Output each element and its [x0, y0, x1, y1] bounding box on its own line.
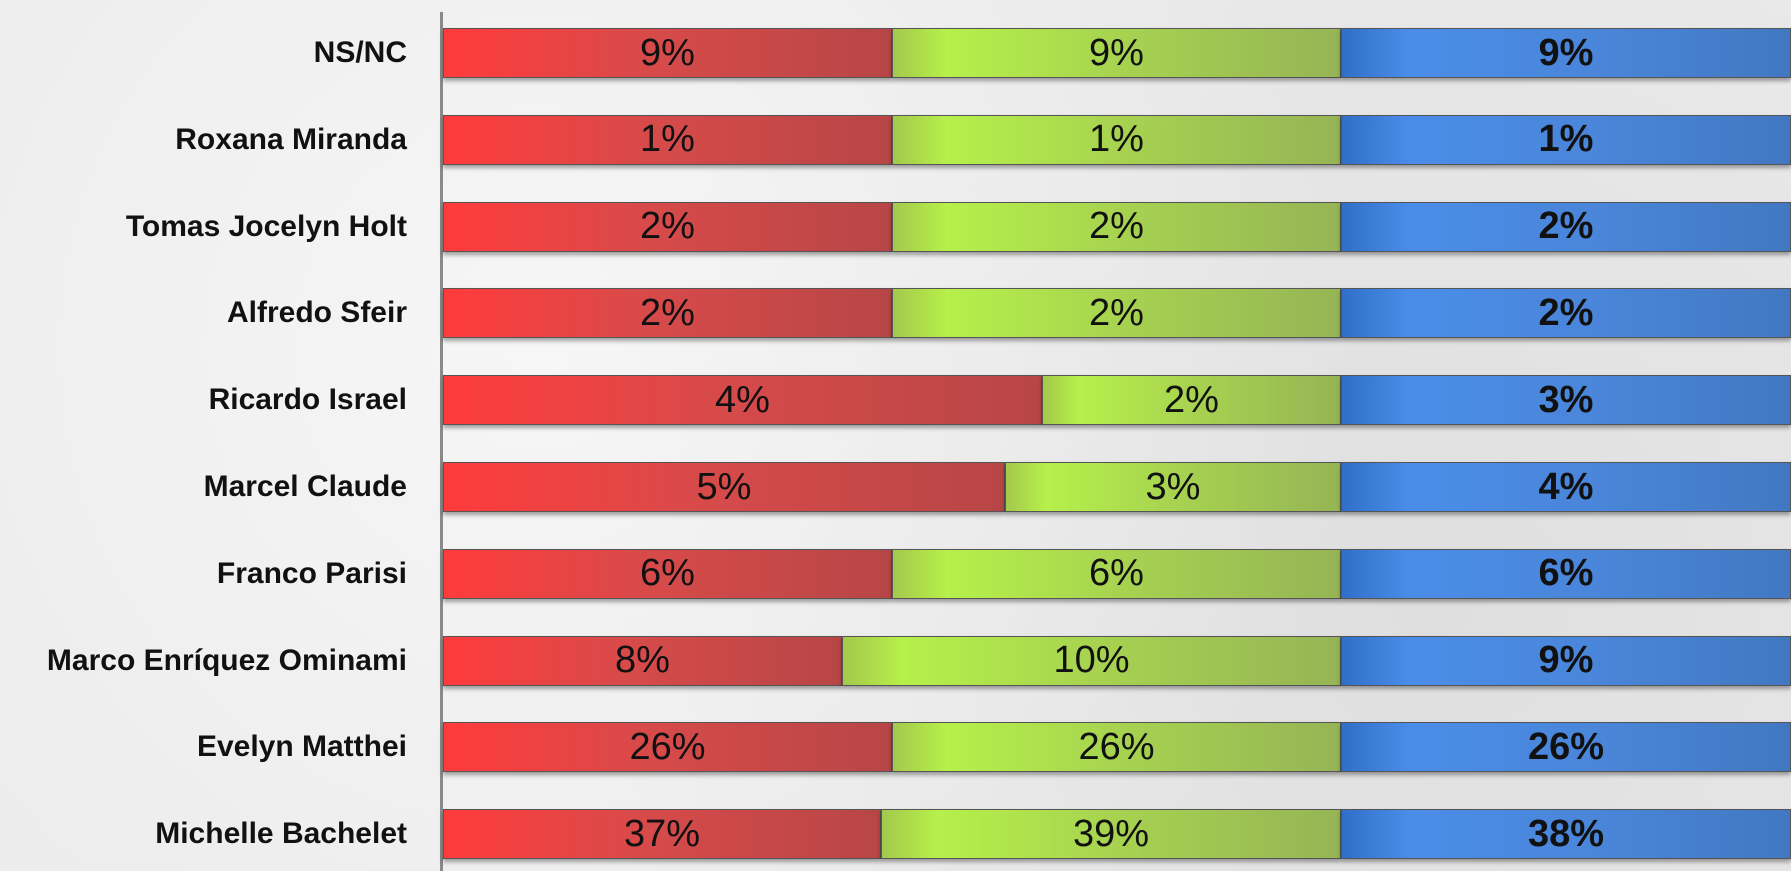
- category-axis-line: [440, 12, 443, 871]
- data-label: 2%: [1538, 205, 1594, 248]
- data-label: 26%: [629, 725, 706, 768]
- bar-segment: 2%: [1341, 201, 1791, 252]
- data-label: 2%: [640, 205, 695, 248]
- data-label: 26%: [1527, 725, 1605, 768]
- data-label: 26%: [1078, 725, 1155, 768]
- data-label: 4%: [1538, 465, 1594, 508]
- bar-segment: 4%: [1341, 462, 1791, 512]
- bar-segment: 9%: [1341, 635, 1791, 686]
- data-label: 3%: [1145, 465, 1201, 508]
- bar-segment: 6%: [443, 548, 892, 599]
- data-label: 2%: [1089, 205, 1144, 248]
- bar-segment: 6%: [892, 548, 1341, 599]
- category-label: Michelle Bachelet: [155, 817, 407, 851]
- data-label: 1%: [640, 118, 695, 161]
- bar-segment: 2%: [443, 201, 892, 252]
- bar-segment: 2%: [892, 201, 1341, 252]
- bar-segment: 9%: [443, 28, 892, 78]
- category-label: Roxana Miranda: [175, 122, 407, 156]
- bar-segment: 26%: [892, 722, 1341, 773]
- category-label: NS/NC: [313, 36, 407, 69]
- category-label: Franco Parisi: [216, 556, 407, 590]
- data-label: 9%: [1538, 639, 1594, 682]
- data-label: 8%: [615, 639, 670, 682]
- bar-segment: 1%: [892, 114, 1341, 165]
- category-label: Marcel Claude: [203, 470, 407, 503]
- bar-segment: 9%: [1341, 28, 1791, 78]
- bar-segment: 26%: [1341, 722, 1791, 773]
- data-label: 37%: [623, 812, 701, 855]
- bar-segment: 38%: [1341, 809, 1791, 860]
- data-label: 39%: [1072, 812, 1150, 855]
- data-label: 4%: [715, 378, 770, 421]
- bar-segment: 10%: [842, 635, 1341, 686]
- data-label: 6%: [640, 552, 695, 595]
- bar-segment: 2%: [1042, 375, 1341, 426]
- data-label: 9%: [1538, 31, 1594, 74]
- category-label: Ricardo Israel: [208, 383, 407, 417]
- bar-segment: 9%: [892, 28, 1341, 78]
- data-label: 6%: [1538, 552, 1594, 595]
- data-label: 1%: [1538, 118, 1594, 161]
- bar-segment: 3%: [1005, 462, 1341, 512]
- bar-segment: 8%: [443, 635, 842, 686]
- data-label: 9%: [640, 31, 695, 74]
- bar-segment: 2%: [892, 288, 1341, 339]
- category-label: Marco Enríquez Ominami: [46, 643, 407, 677]
- data-label: 2%: [1089, 291, 1144, 334]
- bar-segment: 3%: [1341, 375, 1791, 426]
- bar-segment: 1%: [1341, 114, 1791, 165]
- bar-segment: 1%: [443, 114, 892, 165]
- category-label: Tomas Jocelyn Holt: [125, 209, 407, 243]
- data-label: 2%: [1164, 378, 1219, 421]
- bar-segment: 39%: [881, 809, 1341, 860]
- data-label: 1%: [1089, 118, 1144, 161]
- bar-segment: 6%: [1341, 548, 1791, 599]
- bar-segment: 2%: [1341, 288, 1791, 339]
- data-label: 10%: [1053, 639, 1130, 682]
- data-label: 5%: [696, 465, 752, 508]
- category-label: Evelyn Matthei: [196, 730, 407, 764]
- bar-segment: 37%: [443, 809, 881, 860]
- bar-segment: 5%: [443, 462, 1005, 512]
- data-label: 6%: [1089, 552, 1144, 595]
- data-label: 2%: [1538, 291, 1594, 334]
- bar-segment: 4%: [443, 375, 1042, 426]
- data-label: 2%: [640, 291, 695, 334]
- category-label: Alfredo Sfeir: [226, 296, 407, 330]
- bar-segment: 2%: [443, 288, 892, 339]
- data-label: 3%: [1538, 378, 1594, 421]
- data-label: 9%: [1089, 31, 1144, 74]
- bar-segment: 26%: [443, 722, 892, 773]
- data-label: 38%: [1527, 812, 1605, 855]
